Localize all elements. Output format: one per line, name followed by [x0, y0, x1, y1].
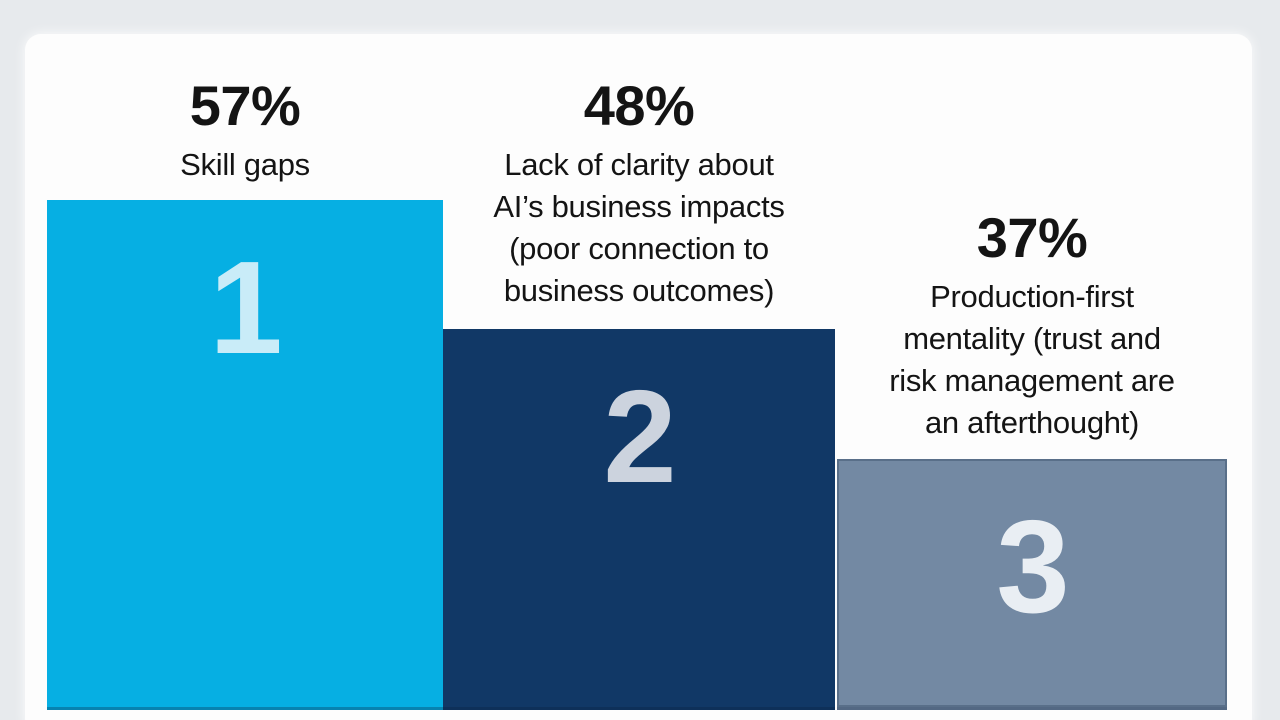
- bar-lack-of-clarity: 2: [443, 329, 835, 710]
- bar-production-first: 3: [837, 459, 1227, 710]
- bar3-rank-number: 3: [996, 493, 1069, 640]
- bar1-percentage: 57%: [189, 74, 301, 137]
- bar3-label-block: 37% Production-first mentality (trust an…: [837, 206, 1227, 444]
- bar2-rank-number: 2: [603, 363, 676, 510]
- bar2-description: Lack of clarity about AI’s business impa…: [443, 144, 835, 312]
- bar1-description: Skill gaps: [47, 144, 443, 186]
- bar2-label-block: 48% Lack of clarity about AI’s business …: [443, 74, 835, 312]
- bar1-description-line: Skill gaps: [180, 147, 310, 182]
- bar3-description-line: an afterthought): [924, 405, 1140, 440]
- bar2-percentage: 48%: [583, 74, 695, 137]
- bar2-description-line: AI’s business impacts: [493, 189, 785, 224]
- bar3-description: Production-first mentality (trust and ri…: [837, 276, 1227, 444]
- bar3-description-line: risk management are: [889, 363, 1175, 398]
- bar1-rank-number: 1: [209, 234, 282, 381]
- bar3-description-line: Production-first: [930, 279, 1134, 314]
- bar3-percentage: 37%: [976, 206, 1088, 269]
- bar-skill-gaps: 1: [47, 200, 443, 710]
- bar2-description-line: Lack of clarity about: [504, 147, 774, 182]
- bar1-label-block: 57% Skill gaps: [47, 74, 443, 186]
- bar2-description-line: (poor connection to: [509, 231, 769, 266]
- bar3-description-line: mentality (trust and: [903, 321, 1161, 356]
- bar2-description-line: business outcomes): [503, 273, 775, 308]
